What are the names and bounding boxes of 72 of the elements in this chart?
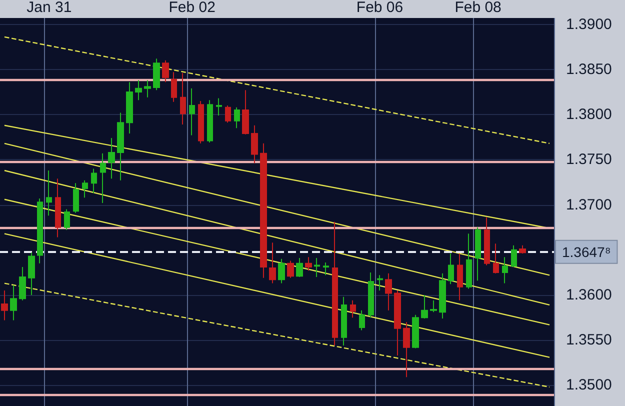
candlestick (350, 300, 356, 318)
candlestick (368, 272, 374, 318)
candlestick (493, 243, 499, 274)
candlestick (1, 290, 8, 321)
candlestick (46, 170, 52, 216)
candlestick (296, 258, 303, 278)
candlestick (448, 253, 454, 285)
x-tick-label: Feb 02 (168, 0, 216, 16)
candlestick (278, 258, 285, 284)
candlestick (260, 142, 267, 278)
candlestick (242, 90, 249, 135)
candlestick (73, 182, 79, 214)
candlestick (466, 233, 472, 290)
candlestick (394, 290, 401, 356)
candlestick (225, 105, 231, 124)
candlestick (126, 82, 133, 134)
candlestick (189, 88, 195, 136)
y-tick-label: 1.3900 (566, 16, 612, 33)
candlestick (153, 58, 160, 91)
candlestick (19, 266, 26, 301)
candlestick (269, 242, 276, 284)
candlestick (287, 260, 294, 278)
candlestick (341, 296, 347, 346)
ref-line-label: 1.3647⁸ (562, 244, 611, 260)
candlestick (323, 262, 329, 276)
y-tick-label: 1.3550 (566, 332, 612, 349)
candlestick (216, 98, 222, 116)
candlestick (502, 256, 508, 284)
candlestick (171, 72, 177, 102)
x-tick-label: Jan 31 (26, 0, 72, 16)
candlestick (28, 252, 35, 296)
candlestick (207, 100, 213, 144)
candlestick (412, 314, 419, 349)
y-tick-label: 1.3700 (566, 196, 612, 214)
candlestick (377, 274, 383, 291)
candlestick (430, 300, 437, 313)
y-tick-label: 1.3800 (566, 106, 612, 124)
y-tick-label: 1.3750 (566, 151, 612, 168)
candlestick (305, 256, 312, 272)
x-tick-label: Feb 06 (356, 0, 404, 16)
candlestick (234, 106, 240, 129)
candlestick (100, 152, 106, 204)
candlestick (91, 168, 97, 194)
candlestick (10, 284, 17, 321)
candlestick (144, 80, 151, 98)
candlestick (251, 124, 258, 164)
candlestick (314, 258, 320, 278)
y-tick-label: 1.3850 (566, 60, 612, 78)
candlestick (385, 272, 392, 311)
candlestick (439, 272, 446, 319)
candlestick (198, 100, 204, 144)
y-tick-label: 1.3600 (566, 286, 612, 304)
candlestick (162, 60, 169, 83)
candlestick (55, 178, 61, 238)
candlestick (475, 226, 481, 282)
candlestick (519, 244, 526, 254)
candlestick (108, 138, 115, 180)
y-tick-label: 1.3500 (566, 376, 612, 394)
candlestick (359, 310, 365, 331)
x-tick-label: Feb 08 (454, 0, 502, 16)
candlestick (332, 221, 338, 346)
candlestick (135, 80, 142, 101)
candlestick (457, 253, 463, 301)
candlestick (37, 198, 43, 264)
candlestick (511, 244, 517, 268)
candlestick (180, 72, 186, 125)
candlestick (403, 322, 410, 378)
candlestick (117, 112, 124, 181)
candlestick (421, 294, 428, 319)
candlestick (484, 216, 490, 266)
candlestick (64, 208, 70, 231)
candlestick (82, 180, 88, 198)
